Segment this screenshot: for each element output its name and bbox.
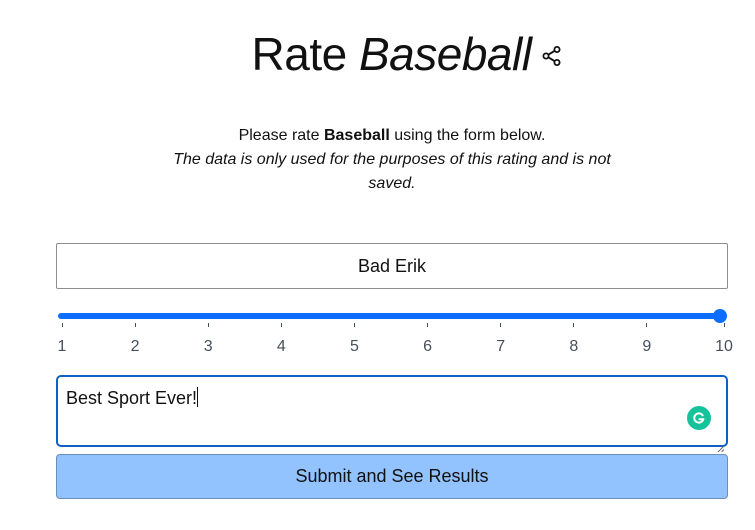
name-value: Bad Erik <box>357 255 427 276</box>
title-prefix: Rate <box>251 28 348 80</box>
tick-label: 1 <box>57 338 67 355</box>
tick-label: 9 <box>642 338 652 355</box>
tick-label: 5 <box>349 338 359 355</box>
intro-tail: using the form below. <box>389 127 546 144</box>
page-header: Rate Baseball <box>0 22 755 86</box>
tick-mark <box>573 323 575 327</box>
resize-grip-icon[interactable] <box>717 436 725 453</box>
slider-tick-7: 7 <box>491 323 511 357</box>
intro-subject: Baseball <box>323 127 390 144</box>
intro-instruction: Please rate Baseball using the form belo… <box>160 124 624 148</box>
slider-tick-5: 5 <box>344 323 364 357</box>
tick-mark <box>500 323 502 327</box>
slider-ticks: 1 2 3 4 5 6 7 8 9 10 <box>0 323 755 363</box>
tick-mark <box>207 323 209 327</box>
tick-label: 3 <box>203 338 213 355</box>
text-caret <box>197 387 199 407</box>
comment-value: Best Sport Ever! <box>66 388 198 408</box>
intro-lead: Please rate <box>238 127 324 144</box>
slider-thumb[interactable] <box>713 309 727 323</box>
slider-tick-8: 8 <box>564 323 584 357</box>
grammarly-icon[interactable] <box>687 406 711 430</box>
tick-label: 6 <box>423 338 432 355</box>
slider-tick-3: 3 <box>198 323 218 357</box>
tick-label: 10 <box>715 338 733 355</box>
name-field[interactable]: Bad Erik <box>56 243 728 289</box>
tick-label: 8 <box>569 338 579 355</box>
tick-mark <box>646 323 648 327</box>
tick-mark <box>134 323 136 327</box>
submit-button[interactable]: Submit and See Results <box>56 454 728 499</box>
tick-mark <box>353 323 355 327</box>
slider-tick-10: 10 <box>714 323 734 357</box>
tick-label: 2 <box>130 338 140 355</box>
tick-mark <box>280 323 282 327</box>
slider-tick-2: 2 <box>125 323 145 357</box>
tick-mark <box>61 323 63 327</box>
slider-tick-1: 1 <box>52 323 72 357</box>
page-title: Rate Baseball <box>252 22 532 86</box>
tick-mark <box>723 323 725 327</box>
slider-tick-6: 6 <box>418 323 438 357</box>
tick-label: 4 <box>276 338 286 355</box>
slider-tick-9: 9 <box>637 323 657 357</box>
tick-label: 7 <box>496 338 506 355</box>
slider-tick-4: 4 <box>271 323 291 357</box>
title-subject: Baseball <box>359 28 532 80</box>
tick-mark <box>427 323 429 327</box>
slider-track <box>58 313 720 319</box>
share-icon[interactable] <box>541 45 563 67</box>
comment-textarea[interactable]: Best Sport Ever! <box>56 375 728 453</box>
privacy-note: The data is only used for the purposes o… <box>173 151 611 192</box>
rating-slider[interactable] <box>56 306 728 326</box>
intro-text: Please rate Baseball using the form belo… <box>160 124 624 196</box>
